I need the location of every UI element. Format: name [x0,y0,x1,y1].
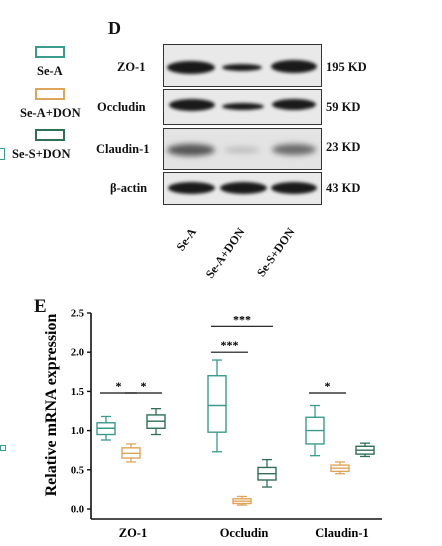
protein-label-zo1: ZO-1 [117,60,146,74]
blot-zo1 [163,44,322,87]
legend-swatch-se-a [35,46,65,58]
significance-label: *** [221,338,239,352]
significance-label: * [141,379,147,393]
x-category-label: Occludin [220,526,269,540]
band-occludin-lane1 [169,99,215,111]
blot-claudin1 [163,128,322,170]
kd-label-occludin: 59 KD [326,100,361,114]
significance-label: *** [233,312,251,326]
band-occludin-lane2 [222,103,264,110]
kd-label-zo1: 195 KD [326,60,367,74]
band-claudin1-lane2 [224,147,260,153]
legend-label-se-s-don: Se-S+DON [12,147,71,161]
legend-swatch-se-a-don [35,88,65,100]
panel-e-letter: E [34,296,47,317]
significance-label: * [325,379,331,393]
y-tick-label: 2.0 [71,348,84,359]
band-actin-lane2 [220,182,267,194]
band-actin-lane1 [168,182,215,194]
band-claudin1-lane1 [167,144,215,156]
legend-swatch-se-s-don [35,129,65,141]
kd-label-claudin1: 23 KD [326,140,361,154]
kd-label-beta-actin: 43 KD [326,181,361,195]
x-category-label: ZO-1 [119,526,147,540]
y-tick-label: 1.0 [71,426,84,437]
y-tick-label: 1.5 [71,387,84,398]
protein-label-beta-actin: β-actin [110,181,148,195]
y-tick-label: 0.0 [71,505,84,516]
band-zo1-lane3 [271,60,317,73]
blot-occludin [163,89,322,125]
panel-d-letter: D [108,18,121,38]
band-claudin1-lane3 [272,144,316,155]
significance-label: * [116,379,122,393]
band-zo1-lane2 [222,64,262,71]
y-tick-label: 0.5 [71,465,84,476]
x-category-label: Claudin-1 [315,526,369,540]
band-zo1-lane1 [167,61,215,74]
legend-label-se-a: Se-A [37,64,63,78]
y-tick-label: 2.5 [71,309,84,320]
cropped-legend-swatch [0,148,5,160]
legend-label-se-a-don: Se-A+DON [20,106,81,120]
cropped-plot-mark [0,445,6,451]
y-axis-title: Relative mRNA expression [43,314,60,497]
box-se-a [207,375,227,433]
band-actin-lane3 [271,182,317,194]
protein-label-occludin: Occludin [97,100,146,114]
protein-label-claudin1: Claudin-1 [96,142,150,156]
blot-beta-actin [163,172,322,205]
band-occludin-lane3 [272,99,316,110]
